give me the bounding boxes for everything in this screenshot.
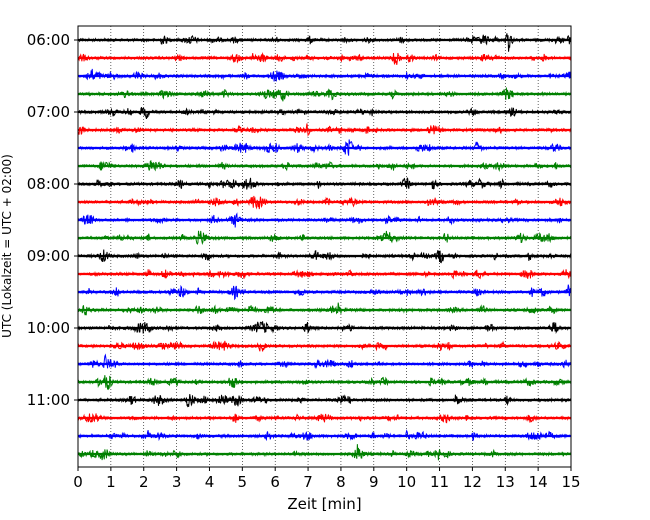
x-tick-label: 4 xyxy=(205,473,215,491)
x-tick-label: 9 xyxy=(369,473,379,491)
x-axis-label: Zeit [min] xyxy=(287,495,361,513)
trace-1145 xyxy=(77,444,572,461)
x-tick-label: 14 xyxy=(529,473,548,491)
trace-group xyxy=(77,33,572,461)
y-tick-label: 07:00 xyxy=(27,103,70,121)
x-tick-label: 11 xyxy=(430,473,449,491)
trace-0600 xyxy=(77,33,572,52)
plot-frame xyxy=(77,25,572,468)
x-tick-label: 5 xyxy=(238,473,248,491)
y-tick-label: 08:00 xyxy=(27,175,70,193)
y-tick-label: 10:00 xyxy=(27,319,70,337)
x-tick-label: 12 xyxy=(463,473,482,491)
y-tick-label: 11:00 xyxy=(27,391,70,409)
x-tick-label: 15 xyxy=(561,473,580,491)
x-tick-label: 13 xyxy=(496,473,515,491)
x-tick-label: 6 xyxy=(270,473,280,491)
x-tick-label: 0 xyxy=(73,473,83,491)
x-tick-label: 2 xyxy=(139,473,149,491)
x-tick-label: 7 xyxy=(303,473,313,491)
y-axis-ticks: 06:00 07:00 08:00 09:00 10:00 11:00 xyxy=(27,31,78,409)
trace-1030 xyxy=(77,353,572,369)
x-tick-label: 1 xyxy=(106,473,116,491)
x-tick-label: 3 xyxy=(172,473,182,491)
x-tick-label: 8 xyxy=(336,473,346,491)
y-tick-label: 06:00 xyxy=(27,31,70,49)
x-tick-label: 10 xyxy=(397,473,416,491)
y-tick-label: 09:00 xyxy=(27,247,70,265)
y-axis-label: UTC (Lokalzeit = UTC + 02:00) xyxy=(0,154,14,338)
x-axis-ticks: 0 1 2 3 4 5 6 7 8 9 10 11 12 13 14 15 xyxy=(73,467,581,491)
